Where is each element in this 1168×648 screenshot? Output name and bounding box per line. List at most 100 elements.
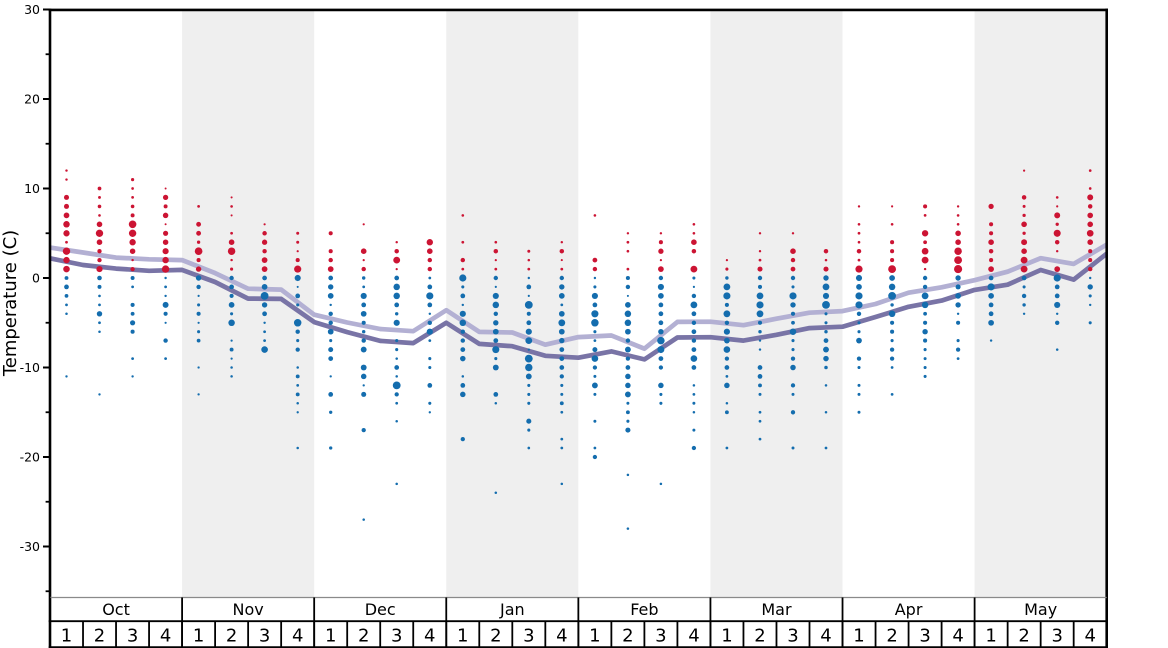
week-number-label: 1 (325, 626, 336, 647)
red-temp-dot (758, 249, 762, 253)
blue-temp-dot (725, 375, 729, 378)
red-temp-dot (427, 266, 432, 272)
blue-temp-dot (691, 445, 697, 451)
blue-temp-dot (659, 482, 663, 486)
blue-temp-dot (197, 321, 200, 324)
blue-temp-dot (460, 347, 466, 352)
blue-temp-dot (461, 285, 465, 289)
blue-temp-dot (361, 329, 366, 334)
blue-temp-dot (593, 276, 597, 280)
week-number-label: 2 (358, 626, 369, 647)
week-number-label: 4 (160, 626, 171, 647)
blue-temp-dot (757, 365, 763, 370)
blue-temp-dot (525, 373, 532, 380)
red-temp-dot (659, 259, 663, 262)
red-temp-dot (362, 259, 365, 262)
red-temp-dot (95, 229, 104, 237)
red-temp-dot (162, 212, 169, 219)
blue-temp-dot (328, 275, 334, 281)
red-temp-dot (65, 178, 68, 181)
blue-temp-dot (394, 392, 399, 397)
blue-temp-dot (263, 321, 266, 325)
blue-temp-dot (923, 348, 927, 352)
blue-temp-dot (659, 401, 663, 405)
blue-temp-dot (558, 310, 565, 317)
blue-temp-dot (98, 330, 101, 333)
y-tick-label: 0 (32, 271, 40, 286)
red-temp-dot (1054, 239, 1060, 245)
blue-temp-dot (625, 365, 631, 370)
blue-temp-dot (197, 393, 200, 396)
blue-temp-dot (789, 328, 797, 335)
red-temp-dot (97, 257, 102, 263)
blue-temp-dot (65, 303, 68, 307)
red-temp-dot (263, 223, 266, 226)
blue-temp-dot (1022, 312, 1026, 316)
blue-temp-dot (789, 292, 797, 300)
red-temp-dot (197, 205, 200, 208)
blue-temp-dot (624, 319, 632, 327)
blue-temp-dot (593, 339, 597, 342)
red-temp-dot (163, 230, 169, 236)
blue-temp-dot (758, 383, 762, 388)
red-temp-dot (1021, 248, 1027, 255)
red-temp-dot (560, 259, 563, 262)
blue-temp-dot (361, 391, 367, 397)
blue-temp-dot (725, 446, 729, 450)
red-temp-dot (97, 249, 102, 254)
week-number-label: 3 (523, 626, 534, 647)
blue-temp-dot (493, 392, 499, 397)
blue-temp-dot (460, 391, 466, 398)
blue-temp-dot (658, 365, 664, 370)
blue-temp-dot (790, 383, 796, 388)
blue-temp-dot (691, 329, 697, 335)
blue-temp-dot (526, 311, 531, 316)
red-temp-dot (426, 239, 433, 246)
blue-temp-dot (1022, 285, 1026, 289)
month-label-apr: Apr (895, 600, 923, 619)
red-temp-dot (856, 248, 862, 254)
blue-temp-dot (890, 393, 894, 396)
blue-temp-dot (888, 283, 896, 291)
blue-temp-dot (492, 364, 499, 371)
blue-temp-dot (822, 300, 830, 309)
blue-temp-dot (624, 310, 632, 318)
red-temp-dot (163, 204, 168, 209)
red-temp-dot (128, 220, 137, 229)
blue-temp-dot (361, 338, 366, 343)
blue-temp-dot (625, 284, 631, 290)
blue-temp-dot (164, 357, 167, 360)
red-temp-dot (161, 265, 170, 273)
red-temp-dot (461, 240, 465, 244)
blue-temp-dot (724, 320, 730, 325)
blue-temp-dot (525, 328, 532, 335)
blue-temp-dot (328, 311, 333, 316)
blue-temp-dot (428, 312, 432, 316)
blue-temp-dot (494, 491, 498, 495)
blue-temp-dot (428, 411, 431, 414)
blue-temp-dot (691, 338, 697, 343)
red-temp-dot (196, 240, 201, 244)
blue-temp-dot (295, 293, 301, 299)
red-temp-dot (758, 258, 762, 262)
red-temp-dot (461, 214, 465, 217)
red-temp-dot (494, 267, 498, 271)
red-temp-dot (921, 256, 929, 264)
red-temp-dot (790, 257, 796, 263)
blue-temp-dot (790, 302, 796, 308)
blue-temp-dot (790, 410, 796, 415)
blue-temp-dot (360, 346, 367, 353)
blue-temp-dot (593, 285, 597, 289)
red-temp-dot (1087, 221, 1094, 228)
red-temp-dot (162, 256, 169, 264)
y-axis-title: Temperature (C) (0, 230, 21, 377)
week-number-label: 1 (853, 626, 864, 647)
red-temp-dot (857, 231, 861, 235)
blue-temp-dot (988, 319, 994, 326)
red-temp-dot (63, 221, 70, 228)
blue-temp-dot (164, 321, 167, 324)
red-temp-dot (230, 196, 233, 199)
blue-temp-dot (560, 437, 564, 441)
blue-temp-dot (98, 294, 101, 298)
red-temp-dot (262, 249, 267, 254)
